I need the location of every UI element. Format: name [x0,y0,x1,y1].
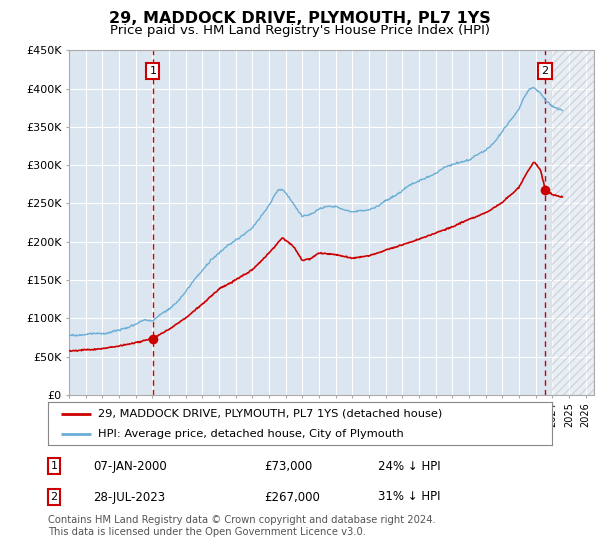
Text: 2: 2 [50,492,58,502]
Text: £73,000: £73,000 [264,460,312,473]
Text: 29, MADDOCK DRIVE, PLYMOUTH, PL7 1YS (detached house): 29, MADDOCK DRIVE, PLYMOUTH, PL7 1YS (de… [98,409,443,419]
Text: Price paid vs. HM Land Registry's House Price Index (HPI): Price paid vs. HM Land Registry's House … [110,24,490,37]
Text: 31% ↓ HPI: 31% ↓ HPI [378,491,440,503]
Text: 1: 1 [50,461,58,471]
Text: 1: 1 [149,66,157,76]
Text: HPI: Average price, detached house, City of Plymouth: HPI: Average price, detached house, City… [98,430,404,440]
Bar [553,50,594,395]
Text: Contains HM Land Registry data © Crown copyright and database right 2024.
This d: Contains HM Land Registry data © Crown c… [48,515,436,537]
Text: 28-JUL-2023: 28-JUL-2023 [93,491,165,503]
Text: £267,000: £267,000 [264,491,320,503]
Text: 07-JAN-2000: 07-JAN-2000 [93,460,167,473]
Text: 24% ↓ HPI: 24% ↓ HPI [378,460,440,473]
Text: 29, MADDOCK DRIVE, PLYMOUTH, PL7 1YS: 29, MADDOCK DRIVE, PLYMOUTH, PL7 1YS [109,11,491,26]
Text: 2: 2 [542,66,549,76]
